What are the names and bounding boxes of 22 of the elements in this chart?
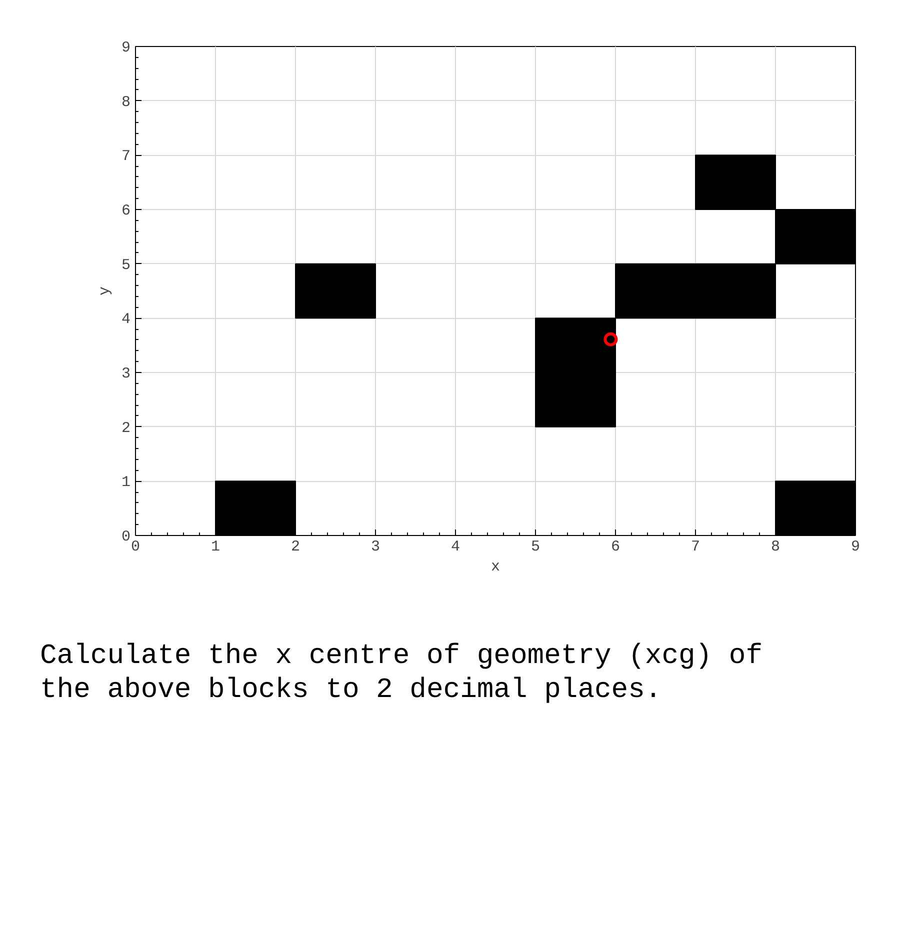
x-tick-label: 5 bbox=[531, 538, 540, 556]
y-tick-label: 8 bbox=[122, 94, 131, 111]
y-tick-label: 5 bbox=[122, 256, 131, 274]
x-tick-label: 3 bbox=[371, 538, 380, 556]
y-tick-label: 7 bbox=[122, 148, 131, 166]
y-tick-label: 9 bbox=[122, 40, 131, 56]
x-tick-label: 9 bbox=[851, 538, 860, 556]
y-axis-title: y bbox=[96, 286, 114, 296]
x-axis-title: x bbox=[491, 558, 500, 576]
y-tick-label: 4 bbox=[122, 311, 131, 328]
x-tick-label: 2 bbox=[291, 538, 300, 556]
y-tick-label: 6 bbox=[122, 202, 131, 220]
x-tick-label: 6 bbox=[611, 538, 620, 556]
x-tick-label: 7 bbox=[691, 538, 700, 556]
y-tick-label: 2 bbox=[122, 420, 131, 437]
x-tick-label: 8 bbox=[771, 538, 780, 556]
x-tick-label: 4 bbox=[451, 538, 460, 556]
text: Calculate the x centre of geometry (xcg) of the above blocks to 2 decimal places. bbox=[40, 640, 764, 708]
x-tick-label: 1 bbox=[211, 538, 220, 556]
bar bbox=[295, 263, 376, 319]
y-tick-label: 3 bbox=[122, 366, 131, 382]
y-tick-label: 1 bbox=[122, 474, 131, 492]
